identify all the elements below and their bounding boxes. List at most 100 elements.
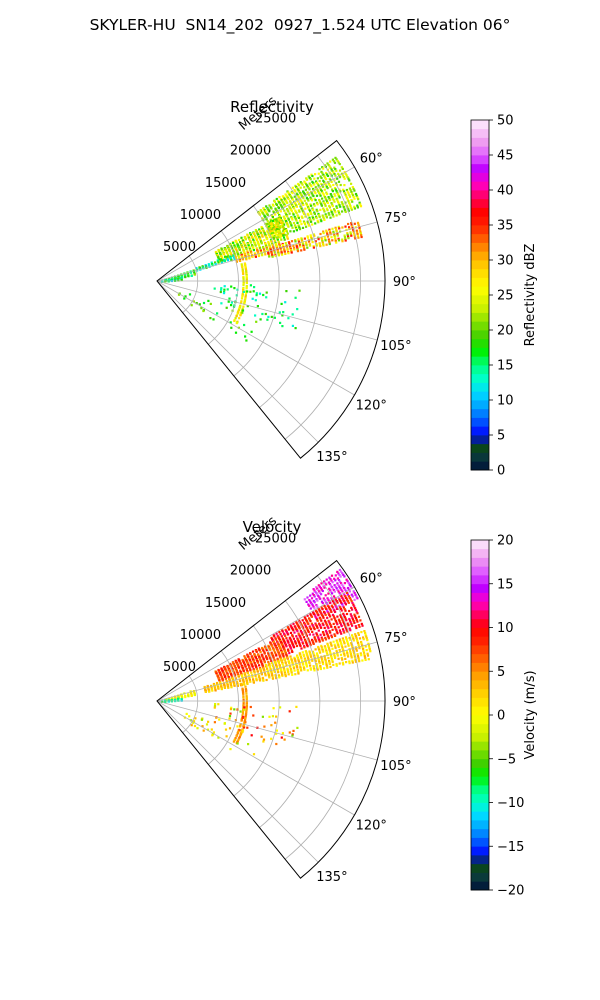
echo-gate — [281, 662, 284, 666]
echo-gate — [308, 641, 311, 644]
echo-gate — [322, 662, 325, 666]
echo-gate — [330, 590, 333, 593]
echo-gate — [333, 193, 336, 196]
echo-gate — [226, 259, 230, 262]
echo-gate — [242, 692, 245, 695]
echo-gate — [193, 273, 196, 276]
echo-gate — [274, 638, 278, 641]
echo-gate — [279, 321, 282, 324]
echo-gate — [314, 637, 317, 640]
echo-gate — [263, 661, 266, 664]
echo-gate — [230, 254, 233, 258]
echo-gate — [271, 677, 275, 680]
echo-gate — [364, 645, 367, 648]
echo-gate — [314, 199, 317, 202]
echo-gate — [263, 725, 266, 728]
echo-gate — [242, 278, 245, 281]
echo-gate — [344, 595, 347, 598]
echo-gate — [336, 642, 339, 645]
echo-gate — [357, 225, 361, 228]
range-ring — [182, 675, 199, 733]
echo-gate — [347, 200, 350, 203]
echo-gate — [329, 601, 332, 604]
echo-gate — [266, 247, 269, 250]
echo-gate — [214, 263, 217, 266]
echo-gate — [332, 171, 335, 174]
echo-gate — [329, 193, 332, 196]
echo-gate — [311, 650, 315, 653]
echo-gate — [310, 597, 314, 600]
echo-gate — [242, 241, 245, 244]
echo-gate — [266, 227, 269, 230]
echo-gate — [330, 585, 333, 589]
echo-gate — [302, 203, 305, 206]
echo-gate — [327, 163, 330, 167]
echo-gate — [320, 626, 323, 629]
echo-gate — [284, 634, 287, 637]
echo-gate — [357, 624, 360, 627]
echo-gate — [267, 252, 270, 255]
echo-gate — [356, 234, 360, 237]
echo-gate — [241, 268, 244, 271]
echo-gate — [265, 678, 268, 682]
echo-gate — [255, 679, 258, 682]
echo-gate — [348, 619, 352, 622]
echo-gate — [360, 640, 363, 644]
echo-gate — [328, 204, 331, 207]
echo-gate — [327, 627, 330, 630]
echo-gate — [295, 229, 298, 232]
echo-gate — [296, 246, 299, 249]
echo-gate — [333, 172, 336, 176]
colorbar-step — [471, 225, 489, 235]
echo-gate — [312, 665, 315, 668]
echo-gate — [251, 245, 254, 248]
echo-gate — [273, 250, 276, 253]
echo-gate — [261, 235, 264, 238]
echo-gate — [189, 271, 193, 274]
echo-gate — [314, 222, 317, 225]
echo-gate — [313, 190, 316, 193]
echo-gate — [309, 654, 312, 657]
echo-gate — [233, 319, 236, 322]
echo-gate — [352, 639, 355, 642]
echo-gate — [293, 202, 296, 205]
echo-gate — [242, 681, 245, 684]
echo-gate — [329, 615, 332, 618]
echo-gate — [234, 317, 237, 320]
echo-gate — [313, 595, 316, 598]
angle-tick-label: 60° — [360, 571, 383, 586]
colorbar-step — [471, 233, 489, 243]
echo-gate — [319, 633, 322, 636]
echo-gate — [261, 254, 264, 257]
echo-gate — [345, 196, 349, 200]
echo-gate — [352, 590, 355, 593]
echo-gate — [348, 590, 351, 593]
echo-gate — [320, 644, 323, 647]
range-ring — [182, 255, 199, 313]
echo-gate — [303, 668, 306, 671]
echo-gate — [276, 211, 280, 214]
echo-gate — [354, 646, 357, 649]
echo-gate — [299, 186, 302, 189]
echo-gate — [347, 237, 350, 240]
echo-gate — [329, 624, 332, 627]
echo-gate — [192, 300, 195, 303]
echo-gate — [364, 631, 367, 634]
echo-gate — [245, 339, 248, 342]
echo-gate — [294, 210, 298, 213]
colorbar-tick-label: −20 — [497, 884, 524, 899]
echo-gate — [271, 255, 274, 258]
echo-gate — [321, 241, 324, 244]
echo-gate — [318, 180, 321, 183]
colorbar-step — [471, 163, 489, 173]
echo-gate — [351, 645, 354, 648]
echo-gate — [270, 227, 273, 230]
echo-gate — [315, 652, 319, 655]
echo-gate — [295, 198, 298, 201]
echo-gate — [326, 603, 329, 606]
echo-gate — [319, 208, 322, 211]
echo-gate — [353, 613, 356, 616]
echo-gate — [299, 666, 302, 669]
echo-gate — [313, 211, 316, 214]
